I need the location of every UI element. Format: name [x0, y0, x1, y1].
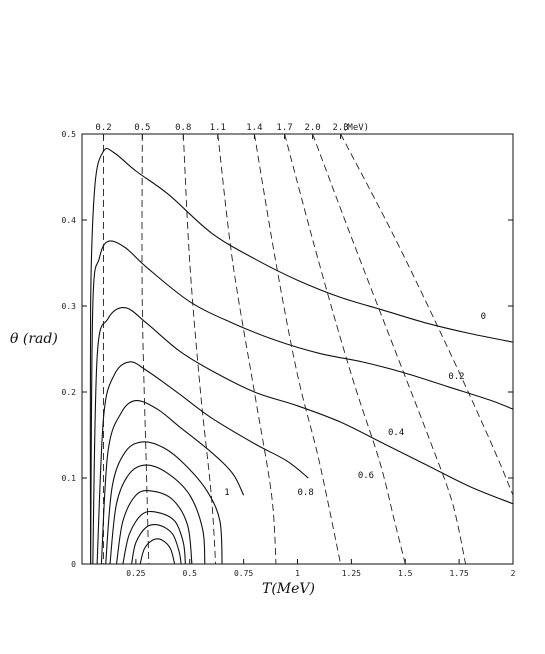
contour-label: 1: [224, 488, 229, 498]
dashed-contour-2: [182, 133, 217, 565]
top-tick-label: 0.8: [175, 123, 191, 133]
solid-contour-8: [122, 510, 186, 565]
contour-label: 0.8: [298, 488, 314, 498]
y-tick-label: 0.4: [62, 216, 77, 225]
x-tick-label: 0.75: [234, 569, 253, 578]
y-tick-label: 0.3: [62, 302, 77, 311]
contour-label: 0.2: [448, 372, 464, 382]
solid-contour-0: [89, 147, 514, 565]
dashed-contours: [103, 133, 514, 565]
solid-contour-9: [131, 524, 182, 565]
top-tick-label: 1.1: [210, 123, 226, 133]
top-tick-label: 2.0: [304, 123, 320, 133]
dashed-contour-5: [284, 133, 406, 565]
x-tick-label: 0.25: [126, 569, 145, 578]
dashed-contour-4: [253, 133, 342, 565]
solid-contour-2: [92, 307, 514, 565]
solid-contour-4: [100, 400, 245, 565]
dashed-contour-3: [217, 133, 277, 565]
top-tick-label: 0.2: [95, 123, 111, 133]
solid-contour-10: [139, 538, 176, 565]
x-tick-label: 0.5: [183, 569, 198, 578]
y-tick-label: 0: [71, 560, 76, 569]
solid-contours: [89, 147, 514, 565]
y-tick-label: 0.1: [62, 474, 77, 483]
dashed-contour-1: [141, 133, 150, 565]
solid-contour-5: [105, 441, 223, 565]
solid-contour-6: [109, 464, 206, 565]
x-tick-label: 1: [295, 569, 300, 578]
top-tick-label: 1.7: [276, 123, 292, 133]
contour-label: 0.4: [388, 428, 404, 438]
solid-contour-1: [90, 240, 514, 565]
plot-frame: [81, 133, 514, 565]
dashed-contour-6: [312, 133, 467, 565]
x-tick-label: 1.25: [342, 569, 361, 578]
top-tick-label: 2.3: [332, 123, 348, 133]
top-tick-label: 1.4: [246, 123, 262, 133]
top-axis-unit: (MeV): [342, 123, 369, 133]
tick-labels: 0.25 0.5 0.75 1 1.25 1.5 1.75 2 0.2 0.5 0.8 1.1 1.4 1…: [62, 123, 516, 578]
top-tick-label: 0.5: [134, 123, 150, 133]
solid-contour-3: [96, 361, 309, 565]
x-tick-label: 1.5: [398, 569, 413, 578]
contour-label: 0: [481, 312, 486, 322]
dashed-contour-7: [340, 133, 514, 496]
x-axis-title: T(MeV): [262, 581, 315, 597]
y-tick-label: 0.5: [62, 130, 77, 139]
x-tick-label: 1.75: [449, 569, 468, 578]
axis-ticks: [82, 133, 514, 565]
contour-label: 0.6: [358, 471, 374, 481]
y-tick-label: 0.2: [62, 388, 77, 397]
y-axis-title: θ (rad): [10, 331, 58, 347]
x-tick-label: 2: [511, 569, 516, 578]
solid-contour-7: [115, 490, 193, 565]
